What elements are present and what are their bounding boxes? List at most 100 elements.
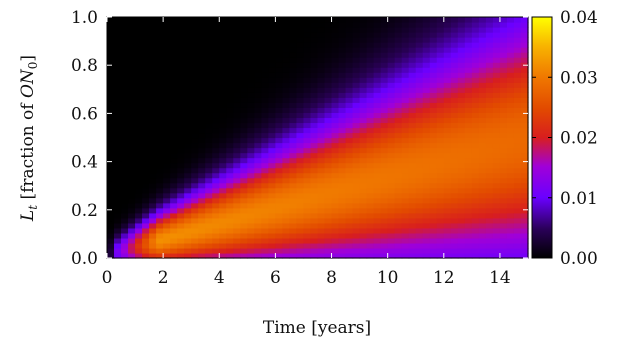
heatmap-cell [359, 52, 368, 58]
heatmap-cell [408, 217, 417, 224]
heatmap-cell [121, 102, 129, 108]
heatmap-cell [457, 247, 466, 254]
heatmap-cell [394, 232, 403, 239]
heatmap-cell [163, 72, 171, 78]
heatmap-cell [261, 172, 269, 179]
heatmap-cell [492, 62, 501, 68]
heatmap-cell [352, 92, 361, 98]
heatmap-cell [282, 222, 291, 229]
heatmap-cell [387, 167, 396, 174]
heatmap-cell [254, 92, 262, 98]
heatmap-cell [114, 142, 122, 149]
heatmap-cell [429, 42, 438, 48]
heatmap-cell [289, 117, 298, 124]
heatmap-cell [289, 217, 298, 224]
heatmap-cell [506, 147, 515, 154]
heatmap-cell [443, 162, 452, 169]
heatmap-cell [149, 37, 157, 43]
heatmap-cell [464, 247, 473, 254]
heatmap-cell [499, 192, 508, 199]
heatmap-cell [226, 77, 234, 83]
heatmap-cell [513, 102, 522, 108]
heatmap-cell [338, 227, 347, 234]
heatmap-cell [359, 17, 368, 23]
heatmap-cell [373, 207, 382, 214]
heatmap-cell [366, 242, 375, 249]
heatmap-cell [128, 167, 136, 174]
heatmap-cell [219, 122, 227, 129]
heatmap-cell [499, 242, 508, 249]
heatmap-cell [436, 77, 445, 83]
heatmap-cell [191, 222, 199, 229]
heatmap-cell [331, 67, 340, 73]
heatmap-cell [450, 92, 459, 98]
heatmap-cell [492, 137, 501, 144]
heatmap-cell [212, 67, 220, 73]
heatmap-cell [142, 207, 150, 214]
heatmap-cell [401, 132, 410, 139]
heatmap-cell [219, 207, 227, 214]
heatmap-cell [450, 137, 459, 144]
heatmap-cell [331, 17, 340, 23]
heatmap-cell [170, 137, 178, 144]
heatmap-cell [163, 122, 171, 129]
heatmap-cell [170, 187, 178, 194]
heatmap-cell [317, 92, 326, 98]
heatmap-cell [513, 227, 522, 234]
heatmap-cell [219, 192, 227, 199]
heatmap-cell [380, 167, 389, 174]
heatmap-cell [128, 67, 136, 73]
heatmap-cell [317, 147, 326, 154]
heatmap-cell [261, 92, 269, 98]
heatmap-cell [310, 122, 319, 129]
heatmap-cell [513, 122, 522, 129]
heatmap-cell [380, 107, 389, 113]
heatmap-cell [114, 82, 122, 88]
heatmap-cell [520, 217, 529, 224]
heatmap-cell [408, 227, 417, 234]
heatmap-cell [289, 162, 298, 169]
heatmap-cell [520, 232, 529, 239]
heatmap-cell [128, 172, 136, 179]
heatmap-cell [114, 97, 122, 103]
heatmap-cell [310, 177, 319, 184]
heatmap-cell [275, 37, 284, 43]
heatmap-cell [170, 152, 178, 159]
heatmap-cell [429, 32, 438, 38]
heatmap-cell [233, 152, 241, 159]
heatmap-cell [373, 82, 382, 88]
heatmap-cell [240, 152, 248, 159]
heatmap-cell [156, 242, 164, 249]
heatmap-cell [303, 192, 312, 199]
heatmap-cell [366, 192, 375, 199]
heatmap-cell [184, 27, 192, 33]
heatmap-cell [205, 67, 213, 73]
heatmap-cell [198, 87, 206, 93]
heatmap-cell [429, 152, 438, 159]
heatmap-cell [324, 112, 333, 119]
heatmap-cell [380, 82, 389, 88]
heatmap-cell [226, 182, 234, 189]
heatmap-cell [450, 212, 459, 219]
heatmap-cell [212, 112, 220, 119]
heatmap-cell [471, 162, 480, 169]
heatmap-cell [107, 42, 115, 48]
heatmap-cell [121, 172, 129, 179]
heatmap-cell [408, 77, 417, 83]
heatmap-cell [310, 197, 319, 204]
heatmap-cell [394, 47, 403, 53]
heatmap-cell [135, 242, 143, 249]
heatmap-cell [387, 22, 396, 28]
heatmap-cell [513, 212, 522, 219]
heatmap-cell [219, 222, 227, 229]
heatmap-cell [338, 172, 347, 179]
heatmap-cell [240, 27, 248, 33]
heatmap-cell [149, 57, 157, 63]
heatmap-cell [114, 157, 122, 164]
heatmap-cell [107, 242, 115, 249]
heatmap-cell [506, 67, 515, 73]
heatmap-cell [135, 132, 143, 139]
heatmap-cell [429, 162, 438, 169]
heatmap-cell [275, 172, 284, 179]
heatmap-cell [331, 247, 340, 254]
